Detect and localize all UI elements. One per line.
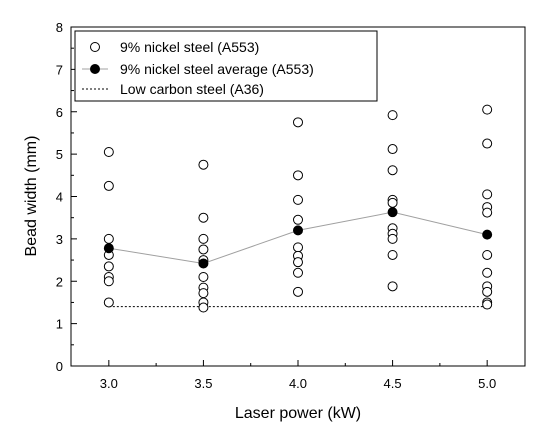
data-point-open: [387, 233, 398, 244]
legend: 9% nickel steel (A553) 9% nickel steel a…: [74, 30, 378, 102]
data-point-open: [387, 110, 398, 121]
data-point-open: [293, 117, 303, 128]
legend-label-series-2: 9% nickel steel average (A553): [120, 61, 314, 77]
legend-filled-circle-marker: [90, 64, 100, 74]
legend-box: [74, 30, 378, 102]
y-tick-label: 6: [56, 105, 63, 120]
legend-label-series-1: 9% nickel steel (A553): [120, 39, 259, 55]
x-tick-label: 3.0: [100, 376, 118, 391]
data-point-open: [198, 272, 209, 283]
data-point-open: [482, 249, 493, 260]
data-point-open: [293, 286, 303, 297]
data-point-open: [103, 180, 114, 191]
y-tick-label: 8: [56, 20, 63, 35]
data-point-open: [293, 170, 303, 181]
y-tick-label: 5: [56, 147, 63, 162]
x-tick-label: 4.5: [384, 376, 402, 391]
data-point-open: [103, 261, 114, 272]
data-point-open: [482, 286, 493, 297]
y-tick-label: 2: [56, 274, 63, 289]
data-point-open: [387, 165, 398, 176]
data-point-open: [482, 267, 493, 278]
legend-open-circle-marker: [90, 42, 100, 52]
x-tick-label: 5.0: [478, 376, 496, 391]
data-point-open: [198, 159, 209, 170]
average-point: [198, 258, 209, 269]
data-point-open: [293, 194, 303, 205]
data-point-open: [293, 257, 303, 268]
y-tick-label: 3: [56, 232, 63, 247]
data-point-open: [293, 214, 303, 225]
data-point-open: [387, 249, 398, 260]
data-point-open: [482, 189, 493, 200]
data-point-open: [198, 288, 209, 299]
y-tick-label: 1: [56, 317, 63, 332]
x-axis-title: Laser power (kW): [235, 405, 361, 422]
x-tick-label: 3.5: [194, 376, 212, 391]
data-point-open: [198, 302, 209, 313]
data-point-open: [293, 242, 303, 253]
y-axis-title: Bead width (mm): [23, 136, 40, 257]
data-point-open: [103, 147, 114, 158]
data-point-open: [198, 244, 209, 255]
x-axis-ticks: 3.0 3.5 4.0 4.5 5.0: [100, 360, 496, 391]
data-point-open: [103, 297, 114, 308]
y-tick-label: 0: [56, 359, 63, 374]
data-point-open: [293, 267, 303, 278]
data-point-open: [482, 104, 493, 115]
data-point-open: [387, 197, 398, 208]
data-point-open: [198, 212, 209, 223]
x-tick-label: 4.0: [289, 376, 307, 391]
average-point: [482, 229, 493, 240]
data-point-open: [482, 299, 493, 310]
data-point-open: [198, 233, 209, 244]
legend-label-series-3: Low carbon steel (A36): [120, 81, 264, 97]
data-point-open: [103, 276, 114, 287]
data-point-open: [482, 138, 493, 149]
y-axis-ticks: 0 1 2 3 4 5 6 7 8: [56, 20, 77, 374]
data-point-open: [387, 144, 398, 155]
series-layer: [103, 104, 493, 313]
data-point-open: [387, 281, 398, 292]
average-point: [103, 243, 114, 254]
data-point-open: [103, 233, 114, 244]
y-tick-label: 4: [56, 190, 63, 205]
data-point-open: [482, 207, 493, 218]
average-point: [293, 225, 303, 236]
y-tick-label: 7: [56, 62, 63, 77]
average-point: [387, 207, 398, 218]
